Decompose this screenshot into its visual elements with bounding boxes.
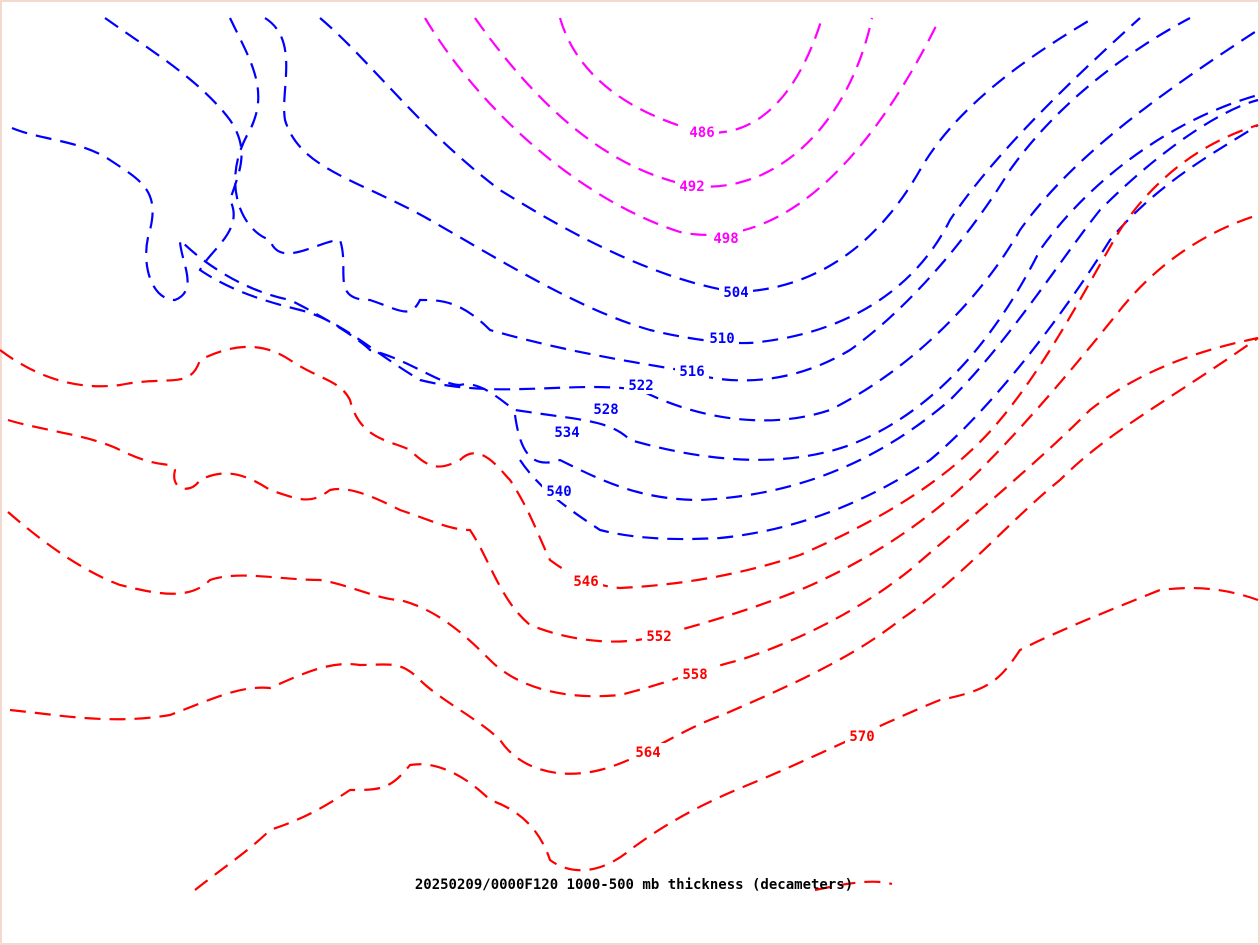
contour-label-bg-498 <box>709 229 743 247</box>
contour-label-bg-522 <box>624 376 658 394</box>
contour-label-bg-534 <box>550 423 584 441</box>
contour-label-528: 528 <box>593 402 618 418</box>
map-caption: 20250209/0000F120 1000-500 mb thickness … <box>415 877 853 893</box>
contour-line-540 <box>519 124 1259 541</box>
contour-line-522 <box>104 17 1259 422</box>
contour-label-bg-546 <box>569 572 603 590</box>
contour-label-492: 492 <box>679 179 704 195</box>
contour-label-bg-570 <box>845 727 879 745</box>
contour-line-570 <box>194 586 1259 891</box>
contour-label-522: 522 <box>628 378 653 394</box>
contour-label-510: 510 <box>709 331 734 347</box>
contour-label-bg-516 <box>675 362 709 380</box>
contour-label-bg-552 <box>642 627 676 645</box>
contour-label-564: 564 <box>635 745 660 761</box>
contour-line-558 <box>7 336 1259 698</box>
contour-label-516: 516 <box>679 364 704 380</box>
contour-line-546 <box>0 123 1259 590</box>
contour-label-498: 498 <box>713 231 738 247</box>
contour-label-558: 558 <box>682 667 707 683</box>
contour-label-552: 552 <box>646 629 671 645</box>
contour-label-bg-558 <box>678 665 712 683</box>
contour-label-534: 534 <box>554 425 579 441</box>
contour-labels: 486 492 498 504 510 516 522 528 534 540 546 552 558 5… <box>542 123 879 761</box>
contour-label-bg-564 <box>631 743 665 761</box>
contour-line-534 <box>513 98 1259 502</box>
contour-label-546: 546 <box>573 574 598 590</box>
contour-line-504 <box>319 17 1091 294</box>
contour-line-492 <box>474 17 874 188</box>
contour-label-504: 504 <box>723 285 748 301</box>
contour-line-570-1 <box>814 880 893 892</box>
contour-label-bg-492 <box>675 177 709 195</box>
contour-line-552 <box>7 213 1259 643</box>
contour-label-540: 540 <box>546 484 571 500</box>
contour-label-bg-486 <box>685 123 719 141</box>
contour-label-bg-528 <box>589 400 623 418</box>
contour-line-564 <box>9 337 1259 775</box>
contour-label-bg-540 <box>542 482 576 500</box>
contour-label-bg-510 <box>705 329 739 347</box>
contour-line-510 <box>264 17 1141 345</box>
contour-line-516 <box>229 17 1191 382</box>
contour-label-486: 486 <box>689 125 714 141</box>
contour-lines <box>0 17 1259 892</box>
contour-label-bg-504 <box>719 283 753 301</box>
contour-line-486 <box>558 17 824 134</box>
contour-label-570: 570 <box>849 729 874 745</box>
contour-line-498 <box>424 17 939 236</box>
contour-line-528 <box>11 93 1259 461</box>
